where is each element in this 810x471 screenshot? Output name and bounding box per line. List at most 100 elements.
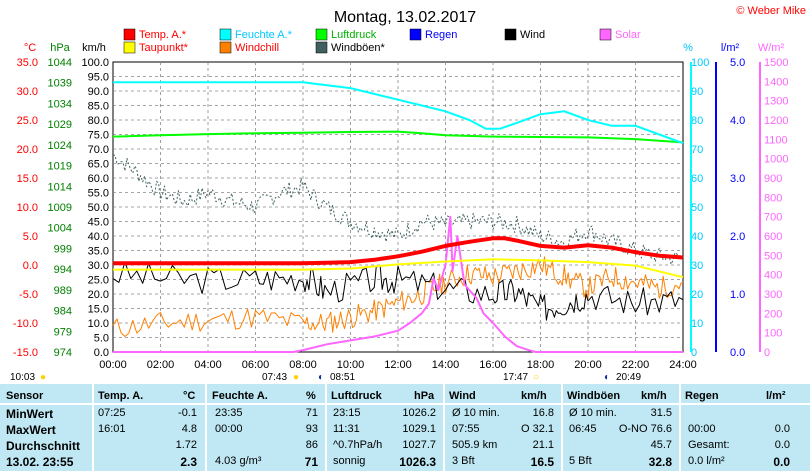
table-cell-hum-time: 4.03 g/m³ [215, 455, 262, 467]
wind-axis-tick: 10.0 [88, 318, 109, 330]
x-tick-label: 22:00 [622, 359, 650, 371]
table-cell-hum-val: 71 [304, 455, 318, 469]
legend-swatch [599, 28, 612, 41]
table-cell-rain-time: 0.0 l/m² [688, 455, 725, 467]
temp-axis-tick: 25.0 [17, 115, 38, 127]
axis-unit-label: W/m² [758, 42, 785, 54]
solar-axis-tick: 1400 [764, 76, 788, 88]
x-tick-label: 12:00 [384, 359, 412, 371]
solar-axis-tick: 1100 [764, 134, 788, 146]
weather-chart: Montag, 13.02.2017 © Weber Mike Temp. A.… [13, 5, 806, 371]
temp-axis-tick: 10.0 [17, 202, 38, 214]
table-cell-rain-val: 0.0 [774, 423, 790, 435]
table-cell-wind-val: 21.1 [532, 439, 554, 451]
table-cell-hum-val: 86 [305, 439, 318, 451]
pressure-axis-tick: 1024 [48, 140, 72, 152]
table-cell-rain-time: Gesamt: [688, 439, 730, 451]
column-divider [561, 384, 563, 471]
hdr-gust: Windböen [567, 390, 621, 402]
rain-axis-tick: 5.0 [730, 57, 745, 69]
hdr-wind: Wind [449, 390, 476, 402]
table-cell-wind-val: O 32.1 [520, 423, 554, 435]
solar-axis-tick: 100 [764, 328, 782, 340]
sunrise-label: 07:43 [262, 372, 288, 383]
table-cell-wind-time: 07:55 [452, 423, 480, 435]
hdr-temp-unit: °C [183, 390, 196, 402]
x-tick-label: 00:00 [99, 359, 127, 371]
pressure-axis-tick: 979 [54, 326, 72, 338]
table-cell-press-time: 11:31 [333, 423, 360, 435]
table-cell-press-time: ^0.7hPa/h [333, 439, 383, 451]
x-tick-label: 18:00 [527, 359, 555, 371]
pressure-axis-tick: 974 [54, 347, 72, 359]
pressure-axis-tick: 999 [54, 243, 72, 255]
x-tick-label: 20:00 [574, 359, 602, 371]
series-line-wind [112, 261, 684, 321]
temp-axis-tick: 30.0 [17, 86, 38, 98]
legend-label: Temp. A.* [139, 29, 187, 41]
series-line-temp-a [113, 236, 684, 266]
table-cell-gust-time: Ø 10 min. [569, 407, 617, 419]
series-line-feuchte-a [113, 81, 684, 145]
wind-axis-tick: 95.0 [88, 72, 109, 84]
wind-axis-tick: 70.0 [88, 144, 109, 156]
table-cell-wind-time: 3 Bft [452, 455, 475, 467]
pressure-axis-tick: 1014 [48, 181, 72, 193]
hdr-press-unit: hPa [414, 390, 435, 402]
wind-axis-tick: 100.0 [81, 57, 109, 69]
temp-axis-tick: 15.0 [17, 173, 38, 185]
table-cell-hum-time: 00:00 [215, 423, 243, 435]
wind-axis-tick: 65.0 [88, 159, 109, 171]
wind-axis-tick: 25.0 [88, 275, 109, 287]
pressure-axis-tick: 1044 [48, 57, 72, 69]
solar-axis-tick: 200 [764, 308, 782, 320]
sun-icon: ● [40, 372, 47, 383]
humidity-axis-tick: 80 [691, 115, 703, 127]
table-cell-label: Durchschnitt [6, 439, 81, 453]
table-cell-wind-time: Ø 10 min. [452, 407, 500, 419]
solar-axis-tick: 1300 [764, 96, 788, 108]
table-cell-temp-val: 1.72 [175, 439, 197, 451]
table-cell-hum-val: 93 [305, 423, 318, 435]
legend-swatch [123, 41, 136, 54]
legend-swatch [504, 28, 517, 41]
wind-axis-tick: 15.0 [88, 304, 109, 316]
wind-axis-tick: 5.0 [94, 333, 109, 345]
humidity-axis-tick: 100 [691, 57, 709, 69]
table-cell-wind-val: 16.5 [530, 455, 554, 469]
x-tick-label: 06:00 [242, 359, 270, 371]
pressure-axis-tick: 994 [54, 264, 72, 276]
column-divider [443, 384, 445, 471]
pressure-axis-tick: 1004 [48, 223, 72, 235]
chart-grid [112, 61, 684, 353]
table-cell-gust-val: 45.7 [650, 439, 672, 451]
clock-label: 10:03 [10, 372, 36, 383]
stats-table: Sensor Temp. A. °C Feuchte A. % Luftdruc… [0, 384, 810, 471]
wind-axis-tick: 50.0 [88, 202, 109, 214]
pressure-axis-tick: 1039 [48, 78, 72, 90]
humidity-axis-tick: 40 [691, 231, 703, 243]
pressure-axis-tick: 1009 [48, 202, 72, 214]
moonrise-icon: ◐ [318, 372, 325, 383]
table-cell-wind-time: 505.9 km [452, 439, 498, 451]
table-cell-press-time: sonnig [333, 455, 366, 467]
wind-axis-tick: 40.0 [88, 231, 109, 243]
rain-axis-tick: 2.0 [730, 231, 745, 243]
axis-unit-label: l/m² [721, 42, 740, 54]
x-tick-label: 16:00 [479, 359, 507, 371]
wind-axis-tick: 55.0 [88, 188, 109, 200]
hdr-press: Luftdruck [331, 390, 382, 402]
solar-axis-tick: 700 [764, 212, 782, 224]
table-cell-press-val: 1026.3 [399, 455, 436, 469]
x-tick-label: 08:00 [289, 359, 317, 371]
moonset-icon: ◐ [604, 372, 611, 383]
humidity-axis-tick: 60 [691, 173, 703, 185]
table-cell-press-time: 23:15 [333, 407, 361, 419]
rain-axis-tick: 0.0 [730, 347, 745, 359]
solar-axis-tick: 600 [764, 231, 782, 243]
solar-axis-tick: 1000 [764, 154, 788, 166]
table-cell-rain-time: 00:00 [688, 423, 716, 435]
wind-axis-tick: 60.0 [88, 173, 109, 185]
humidity-axis-tick: 50 [691, 202, 703, 214]
table-cell-press-val: 1029.1 [402, 423, 436, 435]
